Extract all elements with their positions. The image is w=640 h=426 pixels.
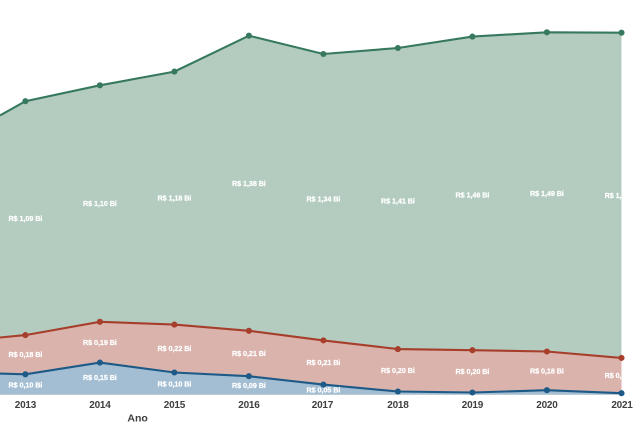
svg-text:2021: 2021 [611, 400, 633, 411]
svg-text:R$ 1,18 Bi: R$ 1,18 Bi [157, 194, 191, 203]
svg-text:R$ 0,10 Bi: R$ 0,10 Bi [8, 381, 42, 390]
svg-text:R$ 1,34 Bi: R$ 1,34 Bi [306, 195, 340, 204]
svg-text:2017: 2017 [312, 400, 334, 411]
svg-text:R$ 1,38 Bi: R$ 1,38 Bi [232, 179, 266, 188]
svg-text:R$ 0,09 Bi: R$ 0,09 Bi [232, 381, 266, 390]
svg-text:R$ 0,21 Bi: R$ 0,21 Bi [232, 349, 266, 358]
svg-text:R$ 0,20 Bi: R$ 0,20 Bi [381, 366, 415, 375]
svg-text:R$ 1,49 Bi: R$ 1,49 Bi [530, 189, 564, 198]
svg-text:R$ 1,51 Bi: R$ 1,51 Bi [605, 191, 639, 200]
svg-text:2015: 2015 [164, 400, 186, 411]
svg-text:R$ 1,46 Bi: R$ 1,46 Bi [455, 191, 489, 200]
svg-text:R$ 0,22 Bi: R$ 0,22 Bi [157, 344, 191, 353]
svg-text:R$ 1,09 Bi: R$ 1,09 Bi [8, 214, 42, 223]
svg-text:R$ 0,10 Bi: R$ 0,10 Bi [157, 380, 191, 389]
svg-text:2020: 2020 [536, 400, 558, 411]
svg-text:R$ 0,21 Bi: R$ 0,21 Bi [306, 358, 340, 367]
svg-text:R$ 0,18 Bi: R$ 0,18 Bi [8, 350, 42, 359]
svg-text:R$ 1,10 Bi: R$ 1,10 Bi [83, 199, 117, 208]
svg-text:R$ 0,15 Bi: R$ 0,15 Bi [83, 373, 117, 382]
svg-text:R$ 0,19 Bi: R$ 0,19 Bi [83, 338, 117, 347]
svg-text:R$ 0,20 Bi: R$ 0,20 Bi [455, 367, 489, 376]
svg-text:2019: 2019 [462, 400, 484, 411]
svg-text:R$ 0,18 Bi: R$ 0,18 Bi [530, 366, 564, 375]
svg-text:R$ 0,05 Bi: R$ 0,05 Bi [306, 386, 340, 395]
svg-text:2018: 2018 [387, 400, 409, 411]
svg-text:2016: 2016 [238, 400, 260, 411]
svg-text:R$ 1,41 Bi: R$ 1,41 Bi [381, 196, 415, 205]
svg-text:2013: 2013 [15, 400, 37, 411]
svg-text:R$ 0,17 Bi: R$ 0,17 Bi [605, 371, 639, 380]
svg-text:Ano: Ano [127, 413, 147, 425]
svg-text:2014: 2014 [89, 400, 111, 411]
